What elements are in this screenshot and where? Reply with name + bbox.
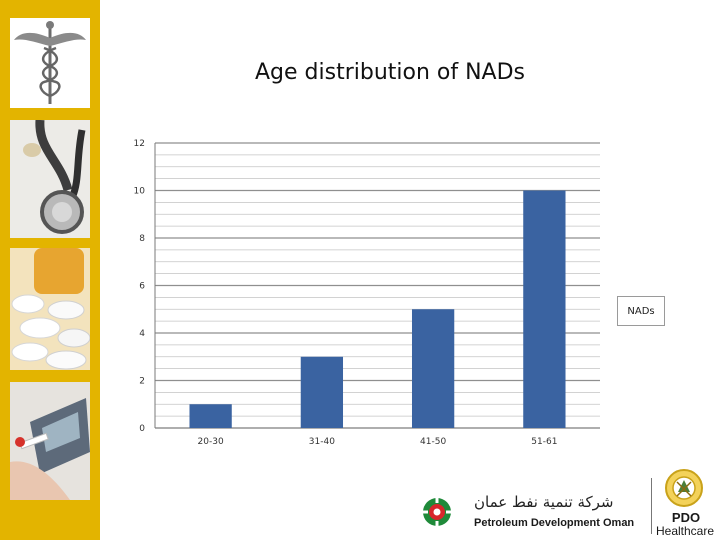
- bar-31-40: [300, 356, 344, 428]
- glucose-meter-icon: [10, 382, 90, 500]
- x-tick-label-3: 51-61: [531, 437, 557, 447]
- bar-41-50: [411, 309, 455, 428]
- y-tick-label-1: 2: [139, 377, 145, 387]
- y-tick-label-0: 0: [139, 424, 145, 434]
- glucose-meter-image: [10, 382, 90, 500]
- page-title: Age distribution of NADs: [254, 60, 525, 85]
- chart-legend: NADs: [617, 296, 665, 326]
- y-tick-label-3: 6: [139, 282, 145, 292]
- legend-entry-nads: NADs: [627, 305, 655, 317]
- company-name: Petroleum Development Oman: [474, 517, 635, 529]
- stethoscope-image: [10, 120, 90, 238]
- company-name-arabic: شركة تنمية نفط عمان: [474, 493, 614, 511]
- x-tick-label-2: 41-50: [420, 437, 446, 447]
- x-tick-label-1: 31-40: [309, 437, 335, 447]
- pills-image: [10, 248, 90, 370]
- x-tick-label-0: 20-30: [198, 437, 224, 447]
- caduceus-icon: [14, 21, 86, 104]
- pills-icon: [10, 248, 90, 370]
- footer-divider: [651, 478, 652, 534]
- bar-20-30: [189, 404, 232, 428]
- y-tick-label-4: 8: [139, 234, 145, 244]
- unit-title: PDO: [671, 510, 701, 525]
- y-tick-label-2: 4: [139, 329, 145, 339]
- oman-emblem-icon: [665, 469, 703, 507]
- stethoscope-icon: [10, 120, 90, 238]
- pdo-logo-icon: [423, 498, 451, 526]
- unit-subtitle: Healthcare: [655, 524, 715, 538]
- caduceus-image: [10, 18, 90, 108]
- bar-51-61: [523, 190, 566, 428]
- y-tick-label-5: 10: [134, 187, 146, 197]
- y-tick-label-6: 12: [134, 139, 145, 149]
